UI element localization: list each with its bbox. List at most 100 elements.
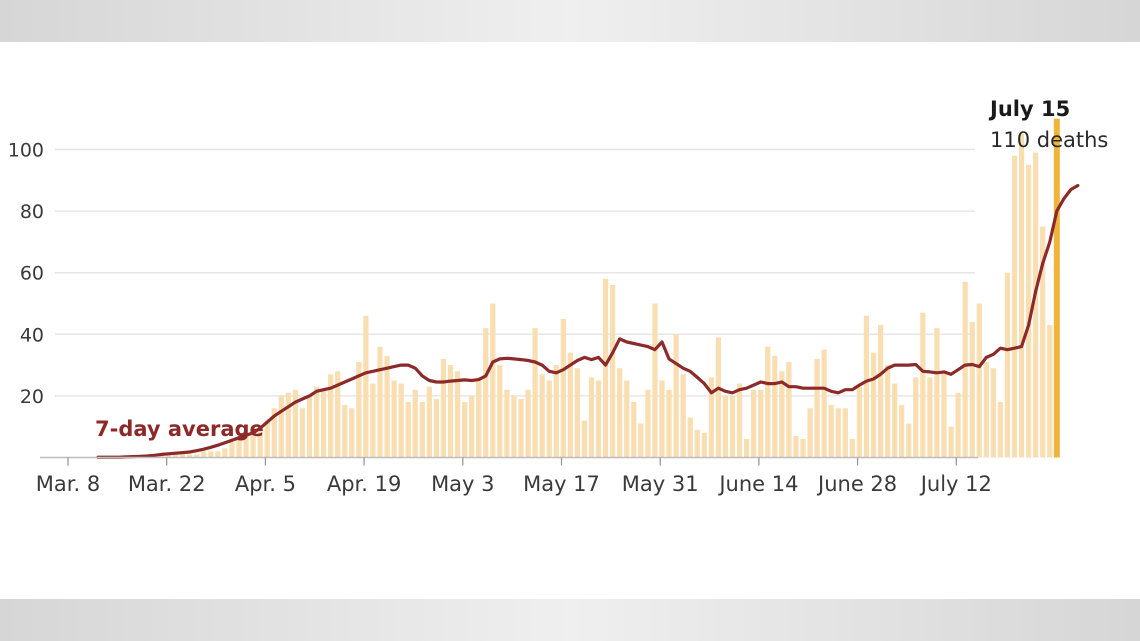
- bar: [497, 365, 503, 458]
- bar: [328, 374, 334, 458]
- x-tick-label: June 28: [816, 472, 897, 496]
- bar: [856, 386, 862, 458]
- bar: [821, 349, 827, 458]
- bar: [405, 402, 411, 458]
- bar: [772, 355, 778, 458]
- bar: [870, 352, 877, 458]
- bar: [1026, 164, 1032, 458]
- bar: [335, 371, 341, 458]
- bar: [306, 395, 313, 458]
- bar: [215, 451, 221, 458]
- bar: [920, 312, 926, 458]
- bar: [278, 395, 284, 458]
- bar: [292, 389, 298, 458]
- bar: [983, 362, 989, 458]
- bar: [377, 346, 383, 458]
- bar: [659, 380, 665, 458]
- bar: [504, 389, 510, 458]
- bar: [567, 352, 573, 458]
- bar: [793, 435, 799, 458]
- bar: [934, 328, 940, 458]
- bar: [786, 362, 792, 458]
- bar: [469, 395, 475, 458]
- callout-date: July 15: [988, 97, 1070, 121]
- bar: [701, 432, 707, 458]
- bar: [744, 439, 750, 458]
- bar: [885, 365, 891, 458]
- bar: [765, 346, 771, 458]
- bar: [736, 383, 743, 458]
- bar: [708, 377, 714, 458]
- bar: [877, 325, 884, 458]
- bar: [363, 315, 369, 458]
- bar: [680, 374, 686, 458]
- bar: [539, 374, 545, 458]
- x-tick-label: June 14: [717, 472, 798, 496]
- bar: [264, 420, 270, 458]
- bar: [454, 371, 461, 458]
- bar: [490, 303, 496, 458]
- bar: [941, 371, 947, 458]
- bar: [370, 383, 376, 458]
- bar: [758, 389, 764, 458]
- bar: [356, 362, 362, 458]
- bar: [1011, 155, 1018, 458]
- bar: [652, 303, 658, 458]
- bar: [588, 377, 595, 458]
- bar: [447, 365, 454, 458]
- bar: [807, 408, 813, 458]
- bar: [574, 368, 580, 458]
- x-tick-label: May 17: [523, 472, 600, 496]
- bar: [285, 392, 291, 458]
- bar: [525, 389, 531, 458]
- x-axis: Mar. 8 Mar. 22 Apr. 5 Apr. 19 May 3 May 17 May…: [36, 456, 992, 496]
- bar: [222, 448, 228, 458]
- bar: [962, 281, 968, 458]
- bar: [948, 426, 954, 458]
- bar: [243, 432, 249, 458]
- bar: [990, 368, 996, 458]
- bar: [440, 358, 447, 458]
- bar: [800, 439, 806, 458]
- bar: [955, 392, 961, 458]
- bar: [180, 454, 186, 458]
- bar: [1040, 226, 1046, 458]
- bar: [433, 398, 439, 458]
- bar: [172, 454, 179, 458]
- bar: [617, 368, 623, 458]
- bar: [899, 405, 905, 458]
- bottom-banner: [0, 599, 1140, 641]
- bar: [638, 423, 644, 458]
- average-line: [96, 183, 1080, 459]
- bar: [892, 383, 898, 458]
- bar: [546, 380, 552, 458]
- bar: [927, 377, 933, 458]
- bar: [299, 408, 306, 458]
- bar: [666, 389, 672, 458]
- bar: [729, 395, 736, 458]
- bar: [849, 439, 855, 458]
- bar: [313, 386, 320, 458]
- bar: [271, 408, 277, 458]
- x-tick-label: May 31: [622, 472, 699, 496]
- bar: [560, 318, 566, 458]
- bar: [842, 408, 848, 458]
- bar: [384, 355, 390, 458]
- bar: [581, 420, 588, 458]
- bar: [342, 405, 348, 458]
- bar: [187, 454, 193, 458]
- bar: [863, 315, 870, 458]
- x-tick-label: Mar. 8: [36, 472, 100, 496]
- bar: [391, 380, 397, 458]
- bar: [715, 337, 721, 458]
- bar: [779, 371, 785, 458]
- bar: [631, 402, 637, 458]
- bar: [476, 377, 482, 458]
- bar: [257, 429, 263, 458]
- bar: [645, 389, 651, 458]
- bar: [349, 408, 355, 458]
- bar: [426, 386, 432, 458]
- bar: [194, 454, 200, 458]
- average-line-group: [96, 183, 1080, 459]
